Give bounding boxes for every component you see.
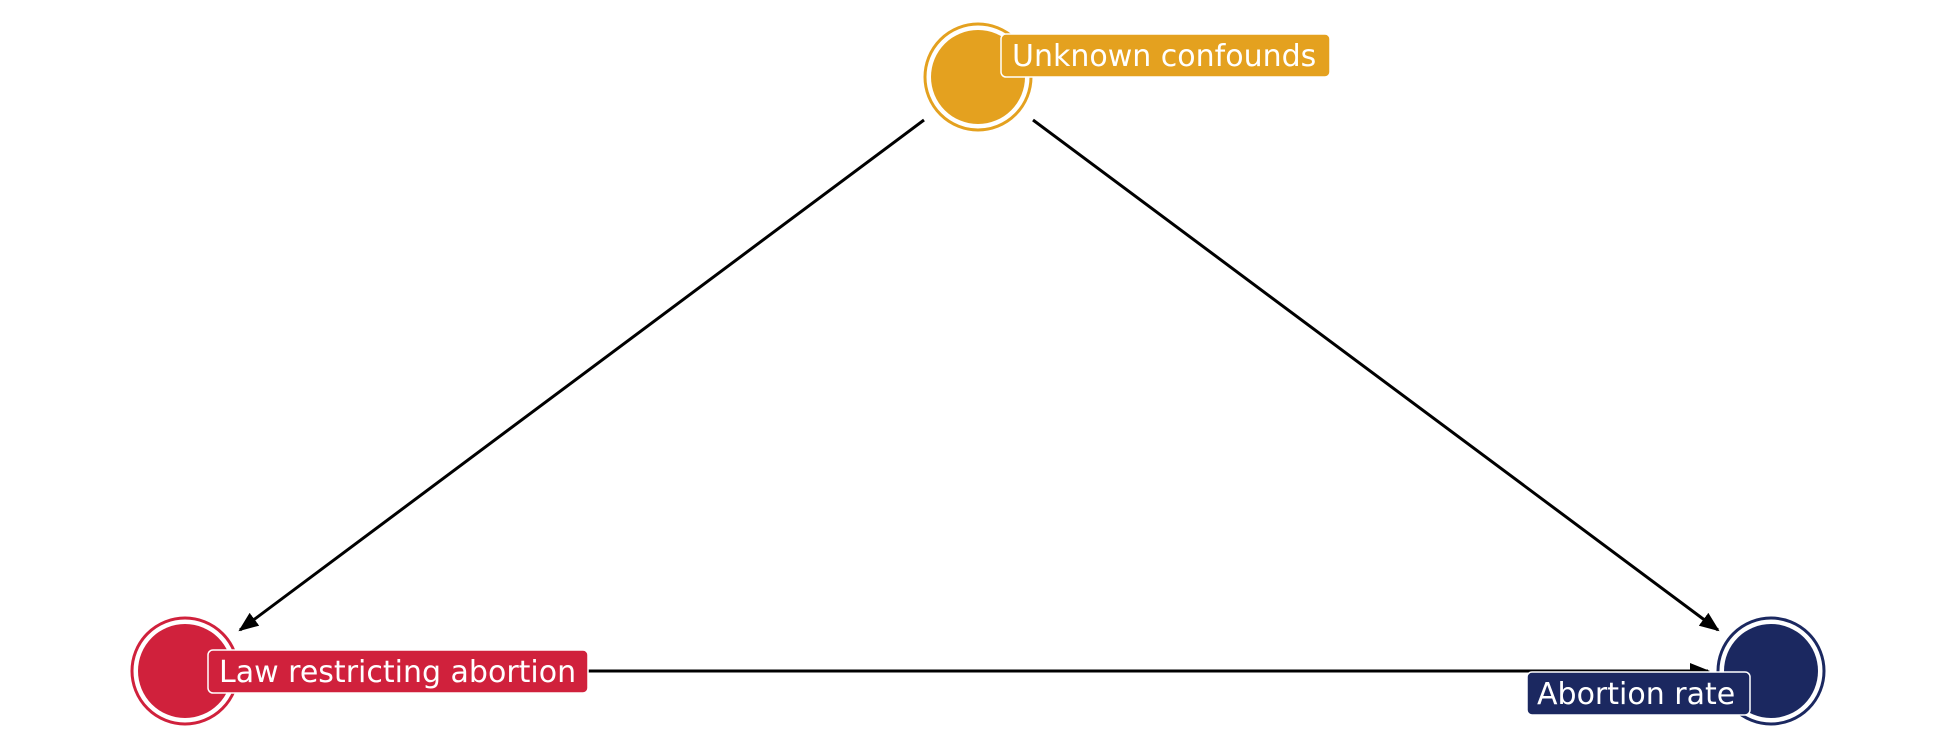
- node-label: Unknown confounds: [1012, 39, 1316, 74]
- node-law-restricting-abortion: Law restricting abortion: [130, 616, 589, 726]
- node-unknown-confounds: Unknown confounds: [923, 22, 1331, 132]
- node-abortion-rate: Abortion rate: [1526, 616, 1826, 726]
- node-label-box: [1526, 671, 1751, 716]
- node-fill: [138, 624, 232, 718]
- node-label-box: [1000, 33, 1331, 78]
- edge-confounds-to-rate: [1032, 118, 1720, 632]
- node-label: Law restricting abortion: [219, 655, 576, 690]
- node-circle: [1716, 616, 1826, 726]
- node-label-box: [207, 649, 589, 694]
- edge-confounds-to-law: [238, 118, 925, 632]
- node-label: Abortion rate: [1537, 677, 1735, 712]
